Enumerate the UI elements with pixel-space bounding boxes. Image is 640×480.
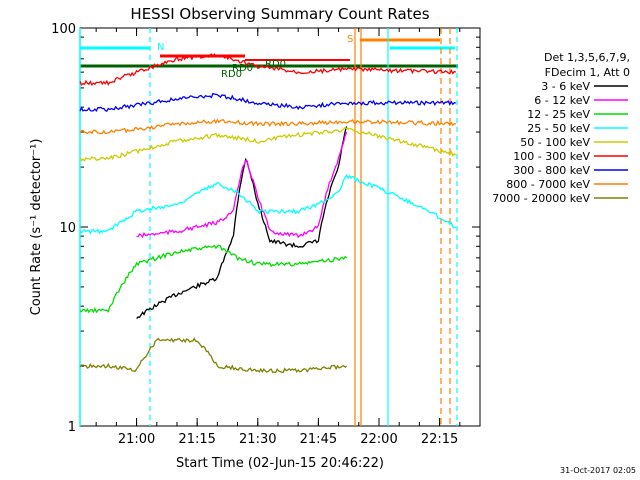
y-tick-label: 1 xyxy=(68,420,76,435)
series-line xyxy=(79,244,348,314)
legend-label: 300 - 800 keV xyxy=(513,164,590,177)
series-line xyxy=(136,126,348,320)
flag-label: RD0 xyxy=(265,59,286,70)
series-line xyxy=(79,92,456,113)
x-axis-label: Start Time (02-Jun-15 20:46:22) xyxy=(176,456,384,471)
timestamp: 31-Oct-2017 02:05 xyxy=(560,466,636,475)
x-tick-label: 21:45 xyxy=(300,432,337,447)
y-axis-label: Count Rate (s⁻¹ detector⁻¹) xyxy=(29,139,44,316)
x-tick-label: 21:15 xyxy=(178,432,215,447)
legend-header-line-1: Det 1,3,5,6,7,9, xyxy=(544,51,630,64)
legend-label: 6 - 12 keV xyxy=(534,94,590,107)
legend-label: 50 - 100 keV xyxy=(520,136,590,149)
legend-label: 3 - 6 keV xyxy=(541,80,590,93)
series-line xyxy=(79,126,457,162)
y-tick-label: 100 xyxy=(51,22,76,37)
series-line xyxy=(79,53,457,86)
series-line xyxy=(79,174,457,235)
legend-label: 800 - 7000 keV xyxy=(506,178,590,191)
flag-label: RD0 xyxy=(221,69,242,80)
x-tick-label: 21:30 xyxy=(239,432,276,447)
series-group xyxy=(79,53,457,374)
y-axis: 1 10 100 xyxy=(51,22,480,435)
x-tick-label: 22:00 xyxy=(360,432,397,447)
legend: Det 1,3,5,6,7,9, FDecim 1, Att 0 3 - 6 k… xyxy=(492,51,630,205)
legend-header-line-2: FDecim 1, Att 0 xyxy=(545,66,630,79)
legend-label: 100 - 300 keV xyxy=(513,150,590,163)
series-line xyxy=(136,131,348,239)
legend-label: 7000 - 20000 keV xyxy=(492,192,590,205)
x-axis: 21:00 21:15 21:30 21:45 22:00 22:15 xyxy=(95,28,481,447)
x-tick-label: 21:00 xyxy=(118,432,155,447)
flag-label: N xyxy=(157,42,164,53)
series-line xyxy=(79,118,456,135)
series-line xyxy=(79,337,348,374)
chart-title: HESSI Observing Summary Count Rates xyxy=(130,5,429,23)
flag-label: S xyxy=(347,34,353,45)
y-tick-label: 10 xyxy=(59,221,76,236)
flag-label: RD0 xyxy=(232,63,253,74)
plot-frame xyxy=(79,27,481,427)
legend-label: 25 - 50 keV xyxy=(527,122,590,135)
x-tick-label: 22:15 xyxy=(421,432,458,447)
legend-label: 12 - 25 keV xyxy=(527,108,590,121)
